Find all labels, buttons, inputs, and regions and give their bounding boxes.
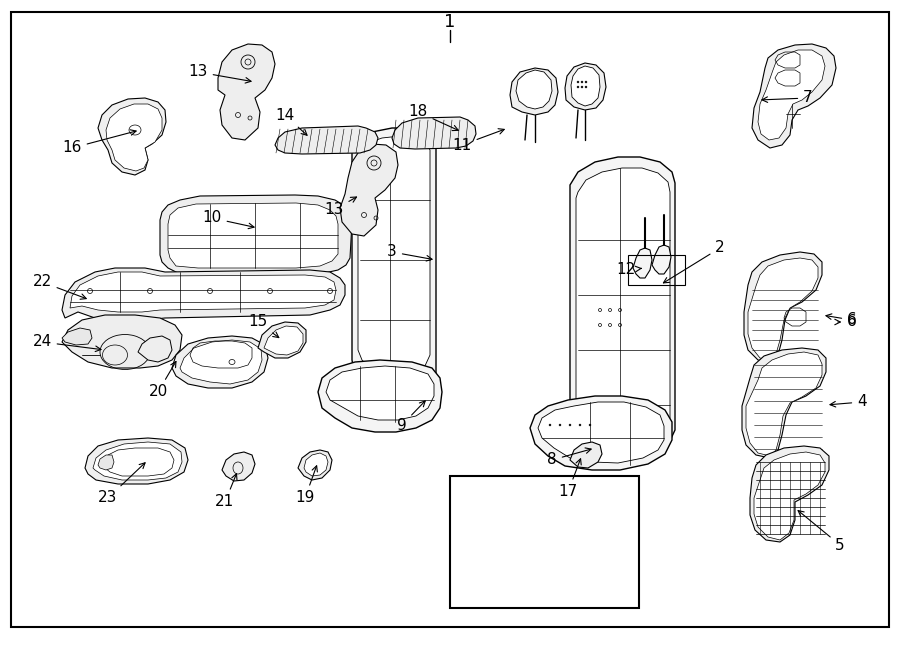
Polygon shape [576, 168, 670, 446]
Ellipse shape [579, 424, 581, 426]
Polygon shape [168, 203, 338, 268]
Bar [450, 476, 639, 608]
Ellipse shape [581, 81, 583, 83]
Text: 12: 12 [616, 262, 642, 278]
Polygon shape [750, 446, 829, 542]
Polygon shape [326, 366, 434, 420]
Polygon shape [138, 336, 172, 362]
Polygon shape [222, 452, 255, 481]
Text: 3: 3 [387, 245, 432, 261]
Ellipse shape [549, 424, 551, 426]
Text: 2: 2 [663, 241, 724, 283]
Polygon shape [758, 50, 825, 140]
Text: 5: 5 [798, 510, 845, 553]
Text: 1: 1 [445, 13, 455, 31]
Text: 16: 16 [62, 130, 136, 155]
Ellipse shape [577, 81, 579, 83]
Ellipse shape [577, 86, 579, 88]
Polygon shape [510, 68, 558, 115]
Text: 4: 4 [830, 395, 867, 410]
Polygon shape [538, 402, 664, 463]
Polygon shape [304, 453, 328, 476]
Polygon shape [530, 396, 672, 470]
Ellipse shape [569, 424, 571, 426]
Text: 7: 7 [762, 91, 813, 106]
Ellipse shape [585, 86, 587, 88]
Text: 22: 22 [32, 274, 86, 299]
Polygon shape [98, 455, 114, 470]
Polygon shape [392, 117, 476, 149]
Polygon shape [754, 452, 825, 540]
Ellipse shape [581, 86, 583, 88]
Polygon shape [340, 144, 398, 236]
Text: 6: 6 [835, 315, 857, 329]
Polygon shape [93, 442, 182, 480]
Polygon shape [748, 258, 818, 360]
Polygon shape [633, 248, 652, 278]
Polygon shape [742, 348, 826, 458]
Polygon shape [744, 252, 822, 362]
Text: 6: 6 [826, 313, 857, 327]
Text: 24: 24 [32, 334, 101, 352]
Text: 20: 20 [148, 362, 176, 399]
Text: 14: 14 [275, 108, 307, 136]
Polygon shape [62, 268, 345, 320]
Polygon shape [298, 450, 332, 480]
Text: 21: 21 [215, 474, 237, 510]
Polygon shape [516, 70, 552, 109]
Polygon shape [218, 44, 275, 140]
Polygon shape [746, 352, 822, 456]
Text: 13: 13 [324, 197, 356, 217]
Polygon shape [352, 128, 436, 402]
Ellipse shape [559, 424, 561, 426]
Polygon shape [652, 245, 671, 274]
Text: 15: 15 [248, 315, 279, 338]
Text: 13: 13 [188, 65, 251, 83]
Polygon shape [106, 104, 162, 171]
Polygon shape [565, 63, 606, 110]
Polygon shape [62, 328, 92, 345]
Polygon shape [571, 66, 600, 106]
Ellipse shape [589, 424, 591, 426]
Polygon shape [70, 272, 336, 312]
Polygon shape [172, 336, 268, 388]
Polygon shape [570, 157, 675, 460]
Polygon shape [62, 315, 182, 368]
Text: 17: 17 [558, 459, 581, 500]
Text: 11: 11 [453, 129, 504, 153]
Text: 9: 9 [397, 401, 425, 432]
Polygon shape [318, 360, 442, 432]
Text: 8: 8 [547, 448, 591, 467]
Text: 23: 23 [98, 463, 145, 506]
Polygon shape [570, 442, 602, 468]
Polygon shape [275, 126, 378, 154]
Polygon shape [85, 438, 188, 484]
Text: 10: 10 [202, 210, 254, 229]
Ellipse shape [585, 81, 587, 83]
Polygon shape [160, 195, 352, 276]
Polygon shape [752, 44, 836, 148]
Polygon shape [358, 136, 430, 378]
Polygon shape [264, 326, 303, 355]
Text: 18: 18 [409, 104, 458, 131]
Text: 19: 19 [295, 466, 318, 506]
Polygon shape [98, 98, 166, 175]
Polygon shape [258, 322, 306, 358]
Polygon shape [180, 340, 262, 384]
